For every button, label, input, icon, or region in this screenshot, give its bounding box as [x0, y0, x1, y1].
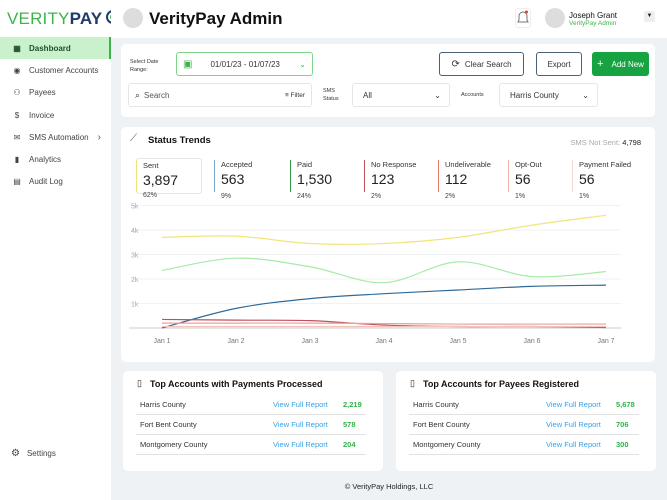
clipboard-icon: ▤: [13, 177, 21, 187]
view-full-report-link[interactable]: View Full Report: [546, 420, 601, 429]
user-circle-icon: ◉: [13, 65, 21, 75]
payees-title: Top Accounts for Payees Registered: [423, 379, 580, 389]
user-role: VerityPay Admin: [569, 20, 617, 27]
sidebar-item-settings[interactable]: ⚙ Settings: [11, 448, 56, 459]
layout-icon: ▦: [13, 43, 21, 53]
sidebar: VERITY PAY ▦ Dashboard ◉ Customer Accounts ⚇ P…: [0, 0, 125, 500]
chevron-down-icon: ⌄: [582, 90, 589, 100]
filter-button[interactable]: ≡ Filter: [284, 91, 305, 99]
bar-chart-icon: ▮: [14, 155, 20, 165]
stat-sent[interactable]: Sent 3,897 62%: [136, 158, 202, 199]
table-row: Montgomery County View Full Report 204: [136, 435, 366, 455]
sms-not-sent: SMS Not Sent: 4,798: [570, 138, 641, 147]
mail-icon: ✉: [13, 132, 21, 142]
sidebar-item-invoice[interactable]: $ Invoice: [0, 104, 111, 126]
chevron-down-icon: ⌄: [434, 90, 441, 100]
table-row: Harris County View Full Report 5,678: [409, 395, 639, 415]
add-new-button[interactable]: + Add New: [592, 52, 649, 76]
accounts-select[interactable]: Harris County ⌄: [499, 83, 598, 107]
series-line-sent: [161, 214, 607, 245]
view-full-report-link[interactable]: View Full Report: [273, 400, 328, 409]
view-full-report-link[interactable]: View Full Report: [273, 440, 328, 449]
x-tick-label: Jan 1: [153, 338, 170, 345]
y-tick-label: 4k: [131, 228, 139, 235]
view-full-report-link[interactable]: View Full Report: [546, 400, 601, 409]
sms-status-label: SMS Status: [323, 88, 339, 102]
document-icon: ▯: [410, 378, 415, 388]
stat-payment-failed[interactable]: Payment Failed 56 1%: [572, 160, 631, 200]
footer: © VerityPay Holdings, LLC: [344, 482, 434, 491]
sidebar-item-audit-log[interactable]: ▤ Audit Log: [0, 171, 111, 193]
app-avatar: [123, 8, 143, 28]
date-range-label: Select Date Range:: [130, 59, 159, 73]
y-tick-label: 5k: [131, 204, 139, 211]
series-line-paid: [161, 257, 607, 284]
series-line-accepted: [161, 284, 607, 329]
payments-title: Top Accounts with Payments Processed: [150, 379, 323, 389]
y-tick-label: 3k: [131, 253, 139, 260]
table-row: Montgomery County View Full Report 300: [409, 435, 639, 455]
sidebar-item-customer-accounts[interactable]: ◉ Customer Accounts: [0, 59, 111, 81]
notification-button[interactable]: [515, 8, 531, 28]
accounts-label: Accounts: [461, 92, 484, 98]
date-range-picker[interactable]: ▣ 01/01/23 - 01/07/23 ⌄: [176, 52, 313, 76]
table-row: Harris County View Full Report 2,219: [136, 395, 366, 415]
y-tick-label: 2k: [131, 277, 139, 284]
stat-no-response[interactable]: No Response 123 2%: [364, 160, 416, 200]
stat-opt-out[interactable]: Opt-Out 56 1%: [508, 160, 542, 200]
search-input[interactable]: ⌕ Search ≡ Filter: [128, 83, 312, 107]
series-line-undeliverable: [162, 322, 606, 325]
logo[interactable]: VERITY PAY: [7, 9, 125, 29]
bell-icon: [517, 10, 529, 23]
x-tick-label: Jan 4: [375, 338, 392, 345]
filter-card: Select Date Range: ▣ 01/01/23 - 01/07/23…: [121, 44, 655, 117]
x-tick-label: Jan 6: [523, 338, 540, 345]
calendar-icon: ▣: [183, 58, 193, 70]
x-tick-label: Jan 3: [301, 338, 318, 345]
export-button[interactable]: Export: [536, 52, 582, 76]
user-name: Joseph Grant: [569, 11, 618, 20]
sidebar-item-sms-automation[interactable]: ✉ SMS Automation ›: [0, 126, 111, 148]
chevron-right-icon: ›: [97, 131, 101, 143]
status-trends-title: Status Trends: [148, 135, 211, 146]
view-full-report-link[interactable]: View Full Report: [546, 440, 601, 449]
filter-icon: ≡: [284, 91, 291, 99]
table-row: Fort Bent County View Full Report 578: [136, 415, 366, 435]
y-tick-label: 1k: [131, 302, 139, 309]
status-trends-chart: 1k 2k 3k 4k 5k Jan 1 Jan 2 Jan 3 Jan 4 Jan 5 Jan 6…: [129, 204, 621, 345]
view-full-report-link[interactable]: View Full Report: [273, 420, 328, 429]
gear-icon: ⚙: [11, 448, 20, 459]
line-chart-icon: ⟋: [130, 133, 137, 144]
user-menu-caret-icon[interactable]: ▼: [644, 11, 655, 22]
dollar-icon: $: [14, 110, 20, 120]
sidebar-item-analytics[interactable]: ▮ Analytics: [0, 148, 111, 170]
x-tick-label: Jan 2: [227, 338, 244, 345]
header: VerityPay Admin Joseph Grant VerityPay A…: [111, 0, 667, 38]
stat-paid[interactable]: Paid 1,530 24%: [290, 160, 332, 200]
user-avatar[interactable]: [545, 8, 565, 28]
document-icon: ▯: [137, 378, 142, 388]
x-tick-label: Jan 7: [597, 338, 614, 345]
refresh-icon: ⟳: [451, 58, 460, 70]
stat-accepted[interactable]: Accepted 563 9%: [214, 160, 252, 200]
x-tick-label: Jan 5: [449, 338, 466, 345]
stat-undeliverable[interactable]: Undeliverable 112 2%: [438, 160, 491, 200]
sidebar-item-dashboard[interactable]: ▦ Dashboard: [0, 37, 111, 60]
clear-search-button[interactable]: ⟳ Clear Search: [439, 52, 524, 76]
page-title: VerityPay Admin: [149, 9, 283, 28]
payments-card: ▯ Top Accounts with Payments Processed H…: [123, 371, 383, 471]
search-icon: ⌕: [135, 89, 141, 100]
payees-card: ▯ Top Accounts for Payees Registered Har…: [396, 371, 656, 471]
chevron-down-icon: ⌄: [299, 59, 306, 69]
sidebar-item-payees[interactable]: ⚇ Payees: [0, 82, 111, 104]
sms-status-select[interactable]: All ⌄: [352, 83, 450, 107]
plus-icon: +: [597, 58, 604, 70]
users-icon: ⚇: [13, 88, 21, 98]
table-row: Fort Bent County View Full Report 706: [409, 415, 639, 435]
